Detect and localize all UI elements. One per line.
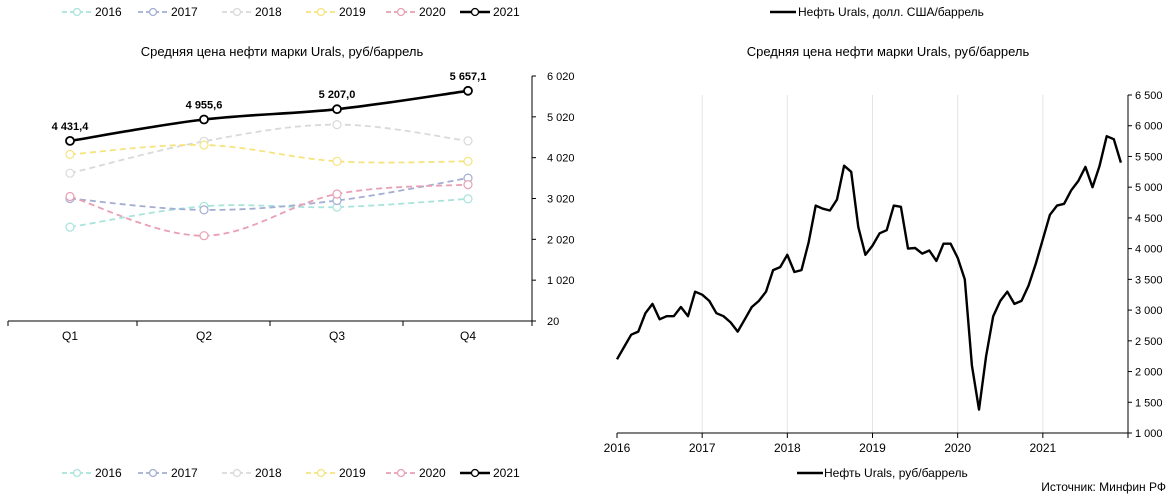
left-point-2020 [65,191,75,202]
legend-marker-2019 [316,7,326,17]
right-legend-top-label: Нефть Urals, долл. США/баррель [798,5,984,19]
right-y-tick-label: 1 500 [1135,397,1163,409]
left-point-2017 [199,205,209,215]
left-point-2016 [65,222,75,232]
left-data-label: 5 207,0 [319,89,356,101]
left-point-2016 [463,194,473,204]
left-point-2018 [65,168,75,178]
legend-marker-2017 [148,468,158,478]
right-y-tick-label: 4 500 [1135,213,1163,225]
right-y-tick-label: 2 500 [1135,336,1163,348]
right-series-line [615,134,1123,411]
left-y-tick-label: 3 020 [547,194,575,206]
left-x-tick-label: Q2 [196,329,212,343]
left-point-2018 [463,136,473,146]
right-series-lines [615,134,1123,411]
left-axes: Q1 Q2 Q3 Q4 6 020 5 020 4 020 3 020 2 020 1 020 20 [7,71,575,343]
left-series-line-2020 [69,183,469,237]
right-y-tick-label: 6 000 [1135,121,1163,133]
legend-marker-2016 [72,468,82,478]
left-x-tick-label: Q4 [460,329,476,343]
legend-marker-2018 [232,7,242,17]
right-chart: Нефть Urals, долл. США/баррель Средняя ц… [604,5,1163,480]
legend-label-2019: 2019 [339,5,366,19]
left-data-labels: 4 431,4 4 955,6 5 207,0 5 657,1 [52,71,487,133]
legend-marker-2017 [148,7,158,17]
legend-marker-2020 [396,468,406,478]
right-y-tick-label: 1 000 [1135,428,1163,440]
left-point-2019 [332,156,342,166]
left-y-tick-label: 6 020 [547,71,575,83]
legend-label-2017: 2017 [171,5,198,19]
left-legend-top: 2016 2017 2018 2019 2020 2021 [62,5,520,19]
legend-label-2016: 2016 [95,5,122,19]
left-y-tick-label: 5 020 [547,112,575,124]
left-point-2019 [199,140,209,150]
left-point-2019 [65,149,75,159]
left-point-2020 [463,180,473,190]
left-point-2021 [65,135,75,146]
right-y-tick-label: 5 000 [1135,182,1163,194]
legend-label-2018: 2018 [255,5,282,19]
right-chart-title: Средняя цена нефти марки Urals, руб/барр… [747,44,1030,59]
legend-marker-2020 [396,7,406,17]
legend-marker-2021 [470,7,480,17]
left-data-label: 4 431,4 [52,121,90,133]
left-data-label: 4 955,6 [186,100,223,112]
left-series-line-2016 [69,198,469,228]
left-y-tick-label: 2 020 [547,234,575,246]
right-x-tick-label: 2017 [689,441,716,455]
legend-label-2021: 2021 [493,5,520,19]
left-x-tick-label: Q3 [329,329,345,343]
legend-label-2020: 2020 [419,466,446,480]
legend-marker-2021 [470,468,480,478]
left-point-2021 [332,104,342,115]
left-point-2020 [199,231,209,241]
right-y-tick-label: 3 000 [1135,305,1163,317]
left-series-line-2021 [69,89,469,143]
right-y-tick-label: 4 000 [1135,244,1163,256]
right-y-tick-label: 5 500 [1135,151,1163,163]
right-y-tick-label: 6 500 [1135,90,1163,102]
legend-label-2019: 2019 [339,466,366,480]
right-axes: 2016 2017 2018 2019 2020 2021 6 500 6 000 5 500 5… [604,90,1163,455]
source-note: Источник: Минфин РФ [1041,480,1166,494]
left-x-tick-label: Q1 [62,329,78,343]
legend-marker-2016 [72,7,82,17]
left-chart-title: Средняя цена нефти марки Urals, руб/барр… [141,44,424,59]
left-series-line-2018 [69,123,469,175]
left-point-2019 [463,156,473,166]
right-x-tick-label: 2020 [944,441,971,455]
legend-marker-2019 [316,468,326,478]
right-legend-bottom: Нефть Urals, руб/баррель [797,466,968,480]
left-point-2018 [332,119,342,130]
left-series-line-2019 [69,144,469,164]
right-x-tick-label: 2016 [604,441,631,455]
right-y-tick-label: 3 500 [1135,274,1163,286]
right-x-tick-label: 2021 [1029,441,1056,455]
left-point-2021 [199,114,209,125]
right-x-tick-label: 2019 [859,441,886,455]
left-chart: 2016 2017 2018 2019 2020 2021 Средняя цена не… [7,5,575,480]
legend-label-2017: 2017 [171,466,198,480]
left-series-lines [65,85,473,241]
legend-label-2018: 2018 [255,466,282,480]
left-legend-bottom: 2016 2017 2018 2019 2020 2021 [62,466,520,480]
legend-label-2021: 2021 [493,466,520,480]
legend-marker-2018 [232,468,242,478]
right-y-tick-label: 2 000 [1135,367,1163,379]
left-point-2020 [332,189,342,199]
left-y-tick-label: 1 020 [547,275,575,287]
legend-label-2016: 2016 [95,466,122,480]
left-point-2021 [463,85,473,96]
right-legend-top: Нефть Urals, долл. США/баррель [770,5,984,19]
right-legend-bottom-label: Нефть Urals, руб/баррель [824,466,968,480]
left-data-label: 5 657,1 [450,71,487,83]
left-y-tick-label: 20 [547,316,559,328]
legend-label-2020: 2020 [419,5,446,19]
left-series-line-2017 [69,177,469,211]
left-y-tick-label: 4 020 [547,153,575,165]
right-x-tick-label: 2018 [774,441,801,455]
